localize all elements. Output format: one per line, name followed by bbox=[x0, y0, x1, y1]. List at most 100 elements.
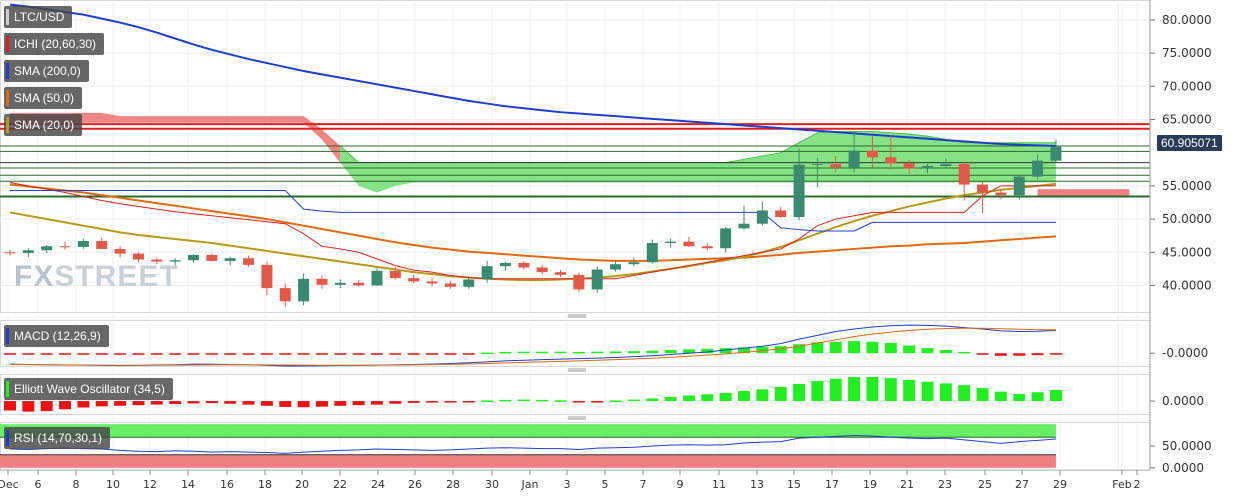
x-tick-label: 3 bbox=[564, 478, 571, 491]
macd-histogram-bar bbox=[939, 350, 952, 354]
ewo-histogram-bar bbox=[389, 401, 402, 404]
last-price-badge: 60.905071 bbox=[1157, 135, 1222, 151]
candle-body bbox=[298, 278, 310, 302]
legend-ewo[interactable]: Elliott Wave Oscillator (34,5) bbox=[4, 378, 173, 400]
candle-body bbox=[720, 228, 732, 249]
ewo-histogram-bar bbox=[187, 401, 200, 404]
macd-histogram-bar bbox=[114, 353, 127, 355]
price-tick-label: 75.0000 bbox=[1162, 46, 1212, 60]
candle-body bbox=[224, 258, 236, 261]
macd-histogram-bar bbox=[315, 353, 328, 355]
macd-histogram-bar bbox=[774, 346, 787, 354]
ewo-histogram-bar bbox=[371, 401, 383, 405]
macd-histogram-bar bbox=[169, 353, 182, 355]
macd-histogram-bar bbox=[554, 351, 567, 354]
ewo-histogram-bar bbox=[976, 388, 989, 402]
candle-body bbox=[463, 279, 475, 287]
candle-body bbox=[59, 246, 71, 248]
candle-body bbox=[408, 278, 420, 282]
ewo-histogram-bar bbox=[169, 401, 182, 404]
macd-histogram-bar bbox=[297, 353, 310, 355]
candle-body bbox=[444, 283, 456, 287]
ichimoku-kijun-line bbox=[10, 190, 1056, 232]
x-tick-label: 30 bbox=[485, 478, 499, 491]
cloud-future-bearish bbox=[1037, 189, 1130, 196]
candle-body bbox=[389, 270, 401, 279]
x-tick-label: 24 bbox=[371, 478, 385, 491]
macd-histogram-bar bbox=[499, 351, 512, 354]
ewo-histogram-bar bbox=[1031, 392, 1044, 402]
candle-body bbox=[188, 254, 199, 261]
candle-body bbox=[114, 248, 126, 254]
candle-body bbox=[610, 264, 622, 270]
macd-histogram-bar bbox=[260, 353, 273, 355]
legend-ewo-swatch bbox=[6, 381, 9, 397]
ewo-histogram-bar bbox=[315, 401, 328, 407]
legend-sma20[interactable]: SMA (20,0) bbox=[4, 114, 83, 136]
ichimoku-tenkan-line bbox=[9, 182, 1056, 280]
ewo-histogram-bar bbox=[774, 386, 787, 402]
macd-histogram-bar bbox=[242, 353, 255, 355]
ewo-histogram-bar bbox=[1049, 389, 1062, 402]
macd-histogram-bar bbox=[59, 353, 72, 355]
ewo-histogram-bar bbox=[756, 389, 769, 402]
macd-histogram-bar bbox=[903, 345, 916, 354]
legend-sma20-label: SMA (20,0) bbox=[14, 118, 75, 132]
macd-histogram-bar bbox=[205, 353, 218, 355]
price-tick-label: 70.0000 bbox=[1162, 79, 1212, 93]
legend-sma200[interactable]: SMA (200,0) bbox=[4, 60, 89, 82]
x-tick-label: Jan bbox=[521, 478, 539, 491]
macd-histogram-bar bbox=[426, 353, 439, 355]
ewo-histogram-bar bbox=[719, 392, 732, 402]
macd-histogram-bar bbox=[481, 352, 494, 355]
watermark-street: STREET bbox=[54, 260, 179, 293]
macd-histogram-bar bbox=[848, 341, 861, 354]
legend-rsi-label: RSI (14,70,30,1) bbox=[14, 431, 103, 445]
macd-histogram-bar bbox=[132, 353, 145, 355]
macd-histogram-bar bbox=[371, 353, 383, 355]
candle-body bbox=[591, 269, 603, 290]
x-tick-label: 22 bbox=[333, 478, 347, 491]
legend-ewo-label: Elliott Wave Oscillator (34,5) bbox=[14, 382, 165, 396]
ewo-histogram-bar bbox=[59, 401, 72, 410]
macd-histogram-bar bbox=[994, 353, 1007, 356]
candle-body bbox=[555, 272, 566, 275]
candle-body bbox=[701, 246, 713, 249]
candle-body bbox=[334, 282, 346, 285]
legend-ichimoku-swatch bbox=[6, 36, 9, 52]
candle-body bbox=[279, 288, 291, 302]
ewo-histogram-bar bbox=[426, 401, 439, 403]
candle-body bbox=[738, 223, 750, 229]
x-tick-label: 23 bbox=[938, 478, 952, 491]
ewo-histogram-bar bbox=[334, 401, 347, 406]
legend-macd-swatch bbox=[6, 328, 9, 344]
ewo-histogram-bar bbox=[793, 384, 806, 402]
macd-histogram-bar bbox=[976, 353, 989, 355]
ewo-histogram-bar bbox=[481, 400, 494, 402]
ewo-histogram-bar bbox=[205, 401, 218, 404]
candle-body bbox=[646, 242, 658, 263]
ewo-histogram-bar bbox=[738, 391, 750, 402]
candle-body bbox=[353, 282, 365, 286]
candle-body bbox=[1032, 160, 1044, 177]
ewo-histogram-bar bbox=[811, 381, 824, 402]
macd-histogram-bar bbox=[22, 353, 35, 355]
macd-histogram-bar bbox=[1013, 353, 1026, 356]
macd-histogram-bar bbox=[77, 353, 90, 355]
legend-sma50[interactable]: SMA (50,0) bbox=[4, 87, 83, 109]
legend-ichimoku[interactable]: ICHI (20,60,30) bbox=[4, 33, 105, 55]
legend-sma50-swatch bbox=[6, 90, 9, 106]
legend-rsi[interactable]: RSI (14,70,30,1) bbox=[4, 427, 111, 449]
ewo-histogram-bar bbox=[150, 401, 163, 405]
ewo-histogram-bar bbox=[536, 399, 549, 402]
candle-body bbox=[481, 266, 493, 280]
macd-histogram-bar bbox=[40, 353, 53, 355]
macd-tick-label: -0.0000 bbox=[1162, 346, 1208, 360]
legend-pair[interactable]: LTC/USD bbox=[4, 6, 73, 28]
ewo-histogram-bar bbox=[958, 385, 971, 402]
rsi-tick-label: 50.0000 bbox=[1162, 439, 1212, 453]
legend-macd[interactable]: MACD (12,26,9) bbox=[4, 325, 109, 347]
candle-body bbox=[683, 241, 695, 247]
ewo-histogram-bar bbox=[921, 381, 934, 402]
